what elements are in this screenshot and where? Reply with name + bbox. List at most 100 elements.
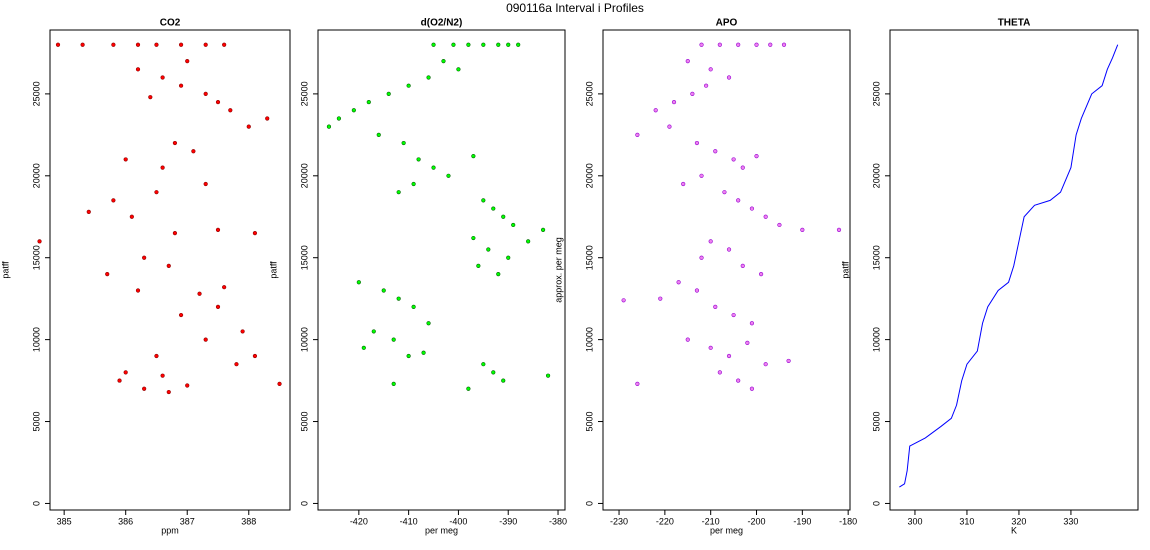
- point: [736, 42, 741, 47]
- y-tick-label: 0: [584, 501, 594, 506]
- point: [466, 386, 471, 391]
- plot-frame: [889, 29, 1139, 511]
- panel-title: APO: [716, 18, 738, 29]
- point: [496, 271, 501, 277]
- y-tick-label: 20000: [584, 163, 594, 188]
- point: [763, 362, 768, 367]
- point: [481, 362, 486, 367]
- point: [635, 381, 640, 386]
- point: [704, 83, 709, 88]
- x-tick-label: -380: [549, 516, 567, 526]
- point: [800, 227, 805, 232]
- x-axis-label: K: [1011, 525, 1017, 535]
- point: [142, 386, 147, 391]
- point: [501, 214, 506, 219]
- y-tick-label: 10000: [584, 327, 594, 352]
- point: [406, 353, 411, 359]
- point: [135, 67, 141, 72]
- point: [694, 140, 700, 146]
- point: [681, 181, 686, 187]
- x-tick-label: -400: [449, 516, 467, 526]
- y-axis-label: patff: [840, 261, 850, 279]
- point: [699, 42, 704, 47]
- y-tick-label: 10000: [31, 327, 41, 352]
- point: [768, 42, 773, 47]
- point: [658, 296, 663, 301]
- point: [416, 157, 421, 162]
- point: [148, 95, 153, 100]
- point: [786, 358, 791, 364]
- point: [376, 132, 381, 137]
- y-tick-label: 5000: [584, 412, 594, 432]
- y-tick-label: 20000: [299, 163, 309, 188]
- point: [215, 304, 221, 309]
- point: [491, 370, 496, 375]
- point: [203, 181, 208, 187]
- y-axis-label: patff: [0, 261, 10, 279]
- point: [758, 271, 764, 277]
- point: [178, 83, 184, 88]
- point: [129, 214, 134, 219]
- point: [699, 255, 704, 260]
- point: [496, 42, 501, 47]
- point: [396, 296, 401, 301]
- point: [451, 42, 456, 47]
- point: [401, 140, 406, 146]
- x-tick-label: 385: [57, 516, 72, 526]
- point: [154, 42, 159, 47]
- x-tick-label: 388: [241, 516, 256, 526]
- x-tick-label: -210: [702, 516, 720, 526]
- point: [191, 149, 196, 154]
- x-tick-label: -410: [400, 516, 418, 526]
- point: [391, 337, 396, 342]
- x-axis-label: ppm: [161, 525, 179, 535]
- point: [717, 370, 722, 375]
- point: [754, 154, 759, 159]
- x-tick-label: 387: [180, 516, 195, 526]
- point: [160, 75, 165, 80]
- point: [326, 124, 332, 129]
- plot-frame: [602, 29, 851, 511]
- point: [736, 378, 741, 383]
- y-tick-label: 15000: [871, 245, 881, 270]
- point: [105, 271, 110, 277]
- point: [736, 198, 741, 203]
- point: [781, 42, 787, 47]
- point: [351, 108, 356, 113]
- y-tick-label: 25000: [871, 81, 881, 106]
- point: [215, 99, 221, 105]
- point: [228, 108, 233, 113]
- point: [172, 231, 178, 236]
- point: [37, 239, 42, 244]
- point: [486, 247, 491, 252]
- point: [123, 157, 128, 162]
- panel-title: d(O2/N2): [421, 18, 463, 29]
- point: [671, 99, 677, 105]
- point: [426, 321, 431, 326]
- point: [178, 42, 184, 47]
- point: [386, 91, 391, 96]
- point: [86, 209, 91, 214]
- point: [80, 42, 85, 47]
- point: [836, 227, 842, 232]
- x-tick-label: 330: [1063, 516, 1078, 526]
- point: [731, 312, 736, 318]
- x-axis-label: per meg: [425, 525, 458, 535]
- point: [411, 181, 416, 187]
- point: [713, 149, 718, 154]
- point: [166, 263, 171, 269]
- y-tick-label: 15000: [299, 245, 309, 270]
- x-tick-label: -180: [839, 516, 857, 526]
- x-tick-label: 310: [959, 516, 974, 526]
- point: [481, 42, 486, 47]
- point: [222, 285, 227, 290]
- point: [717, 42, 722, 47]
- point: [749, 206, 755, 211]
- x-tick-label: 386: [118, 516, 133, 526]
- point: [252, 353, 258, 359]
- point: [708, 239, 713, 244]
- point: [540, 227, 546, 232]
- y-tick-label: 20000: [31, 163, 41, 188]
- point: [456, 67, 461, 72]
